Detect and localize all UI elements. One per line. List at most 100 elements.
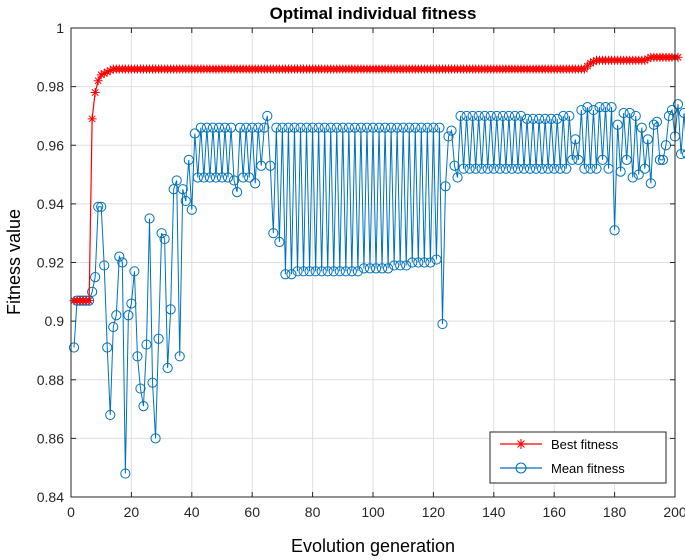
y-axis-label: Fitness value [4, 209, 24, 315]
mean-fitness-point [201, 122, 212, 133]
mean-fitness-point [461, 110, 472, 122]
mean-fitness-point [286, 269, 297, 280]
mean-fitness-point [534, 113, 545, 124]
mean-fitness-point [401, 260, 412, 271]
mean-fitness-point [319, 122, 330, 133]
mean-fitness-point [606, 102, 617, 113]
mean-fitness-point [558, 110, 569, 122]
mean-fitness-point [449, 160, 460, 171]
mean-fitness-point [277, 122, 288, 133]
mean-fitness-point [627, 172, 638, 183]
mean-fitness-point [633, 169, 644, 180]
mean-fitness-point [244, 172, 255, 183]
mean-fitness-point [579, 163, 590, 174]
mean-fitness-point [440, 181, 451, 192]
mean-fitness-point [162, 362, 173, 374]
x-tick-label: 180 [603, 504, 627, 520]
mean-fitness-point [364, 263, 376, 274]
mean-fitness-point [322, 266, 333, 277]
mean-fitness-point [313, 122, 324, 133]
mean-fitness-point [271, 122, 282, 133]
mean-fitness-point [392, 122, 403, 133]
mean-fitness-line [73, 104, 685, 474]
mean-fitness-point [675, 148, 685, 160]
mean-fitness-point [216, 172, 228, 183]
mean-fitness-point [594, 102, 605, 113]
mean-fitness-point [228, 175, 240, 186]
legend-box [489, 431, 667, 484]
mean-fitness-point [241, 122, 252, 133]
mean-fitness-point [135, 383, 146, 394]
y-tick-label: 0.84 [37, 489, 64, 505]
x-tick-label: 60 [244, 504, 260, 520]
mean-fitness-point [147, 377, 158, 388]
mean-fitness-point [500, 163, 511, 174]
mean-fitness-point [192, 172, 203, 183]
mean-fitness-point [235, 122, 246, 133]
mean-fitness-point [186, 204, 197, 215]
mean-fitness-point [355, 122, 367, 133]
mean-fitness-point [494, 163, 505, 174]
mean-fitness-point [612, 119, 623, 130]
mean-fitness-point [434, 122, 445, 133]
mean-fitness-point [437, 318, 448, 330]
mean-fitness-point [123, 310, 134, 321]
x-tick-label: 160 [543, 504, 567, 520]
legend: Best fitness Mean fitness [489, 431, 667, 484]
mean-fitness-point [325, 122, 336, 133]
mean-fitness-point [301, 122, 312, 133]
mean-fitness-point [473, 110, 484, 122]
x-tick-label: 40 [184, 504, 200, 520]
mean-fitness-point [621, 154, 632, 166]
mean-fitness-point [407, 257, 418, 268]
x-tick-label: 200 [663, 504, 685, 520]
mean-fitness-point [289, 122, 300, 133]
x-tick-label: 20 [124, 504, 140, 520]
mean-fitness-point [491, 110, 502, 122]
mean-fitness-point [232, 187, 243, 198]
mean-fitness-point [600, 102, 611, 113]
mean-fitness-point [485, 110, 496, 122]
mean-fitness-point [165, 304, 176, 315]
mean-fitness-point [663, 110, 675, 122]
mean-fitness-point [87, 286, 98, 297]
mean-fitness-point [310, 266, 321, 277]
mean-fitness-point [114, 251, 125, 262]
mean-fitness-point [657, 154, 669, 166]
x-tick-label: 120 [422, 504, 446, 520]
mean-fitness-point [524, 163, 536, 174]
mean-fitness-point [265, 160, 276, 171]
mean-fitness-point [561, 163, 572, 174]
mean-fitness-point [99, 260, 110, 271]
mean-fitness-point [512, 163, 524, 174]
mean-fitness-point [582, 102, 593, 113]
x-axis-label: Evolution generation [291, 536, 455, 556]
mean-fitness-point [537, 163, 548, 174]
mean-fitness-point [343, 122, 354, 133]
mean-fitness-point [470, 163, 481, 174]
legend-mean-marker [515, 462, 527, 474]
y-tick-label: 1 [56, 20, 64, 36]
mean-fitness-point [126, 298, 137, 309]
mean-fitness-point [624, 107, 635, 119]
mean-fitness-point [195, 122, 206, 133]
y-tick-label: 0.88 [37, 372, 64, 388]
mean-fitness-point [376, 263, 388, 274]
mean-fitness-point [488, 163, 499, 174]
mean-fitness-point [527, 113, 539, 124]
mean-fitness-point [367, 122, 379, 133]
mean-fitness-point [268, 228, 279, 239]
mean-fitness-point [413, 257, 424, 268]
mean-fitness-point [672, 99, 684, 110]
mean-fitness-point [383, 263, 394, 274]
mean-fitness-point [295, 122, 306, 133]
mean-fitness-point [138, 401, 149, 412]
mean-fitness-point [651, 116, 662, 127]
mean-fitness-point [497, 110, 508, 122]
mean-fitness-point [328, 266, 339, 277]
mean-fitness-point [464, 163, 475, 174]
mean-fitness-point [349, 122, 360, 133]
mean-fitness-point [304, 266, 315, 277]
mean-fitness-point [105, 409, 116, 421]
